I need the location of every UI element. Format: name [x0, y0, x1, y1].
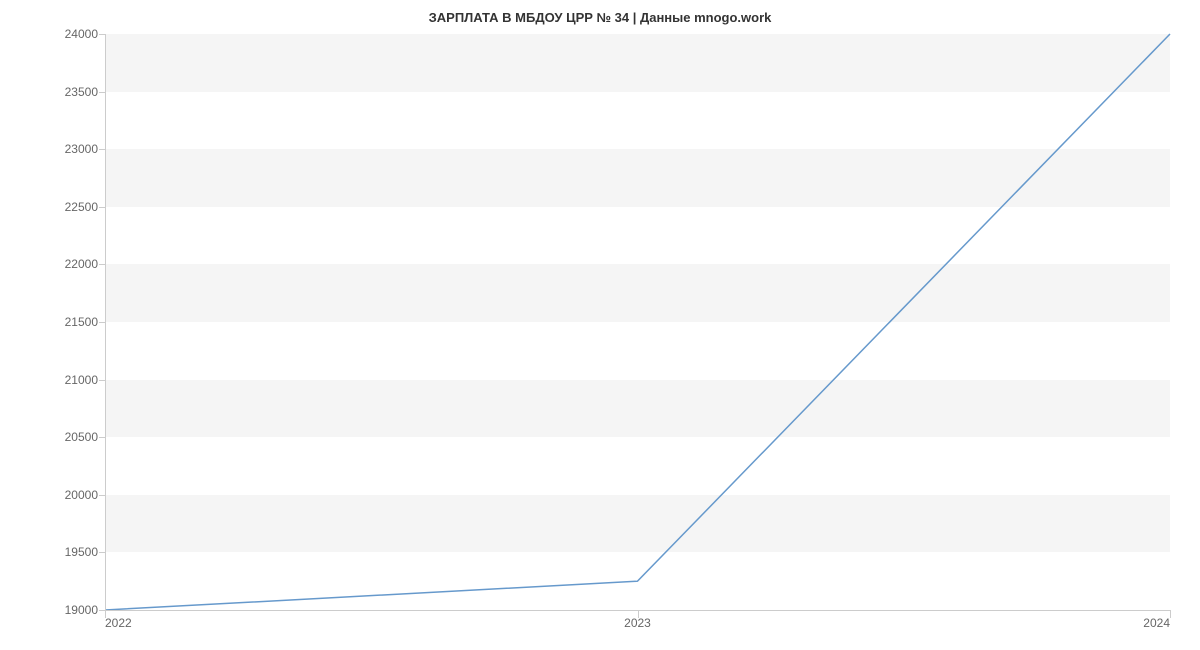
chart-title: ЗАРПЛАТА В МБДОУ ЦРР № 34 | Данные mnogo…	[0, 10, 1200, 25]
y-tick-mark	[99, 552, 105, 553]
y-tick-label: 20500	[38, 430, 98, 444]
x-tick-label: 2022	[105, 616, 132, 630]
y-tick-mark	[99, 322, 105, 323]
y-tick-mark	[99, 380, 105, 381]
y-tick-mark	[99, 495, 105, 496]
x-tick-label: 2023	[624, 616, 651, 630]
y-tick-label: 21500	[38, 315, 98, 329]
x-tick-mark	[105, 610, 106, 618]
y-tick-mark	[99, 34, 105, 35]
series-line	[105, 34, 1170, 610]
y-tick-label: 22000	[38, 257, 98, 271]
y-tick-label: 23500	[38, 85, 98, 99]
chart-line-series	[105, 34, 1170, 610]
y-tick-mark	[99, 92, 105, 93]
y-tick-mark	[99, 437, 105, 438]
y-tick-label: 20000	[38, 488, 98, 502]
y-tick-mark	[99, 264, 105, 265]
y-tick-label: 21000	[38, 373, 98, 387]
x-tick-label: 2024	[1143, 616, 1170, 630]
y-tick-label: 19000	[38, 603, 98, 617]
y-tick-label: 23000	[38, 142, 98, 156]
y-tick-label: 24000	[38, 27, 98, 41]
x-tick-mark	[1170, 610, 1171, 618]
y-tick-label: 19500	[38, 545, 98, 559]
y-tick-label: 22500	[38, 200, 98, 214]
y-tick-mark	[99, 149, 105, 150]
y-axis-line	[105, 34, 106, 610]
x-tick-mark	[638, 610, 639, 618]
chart-plot-area	[105, 34, 1170, 610]
y-tick-mark	[99, 207, 105, 208]
